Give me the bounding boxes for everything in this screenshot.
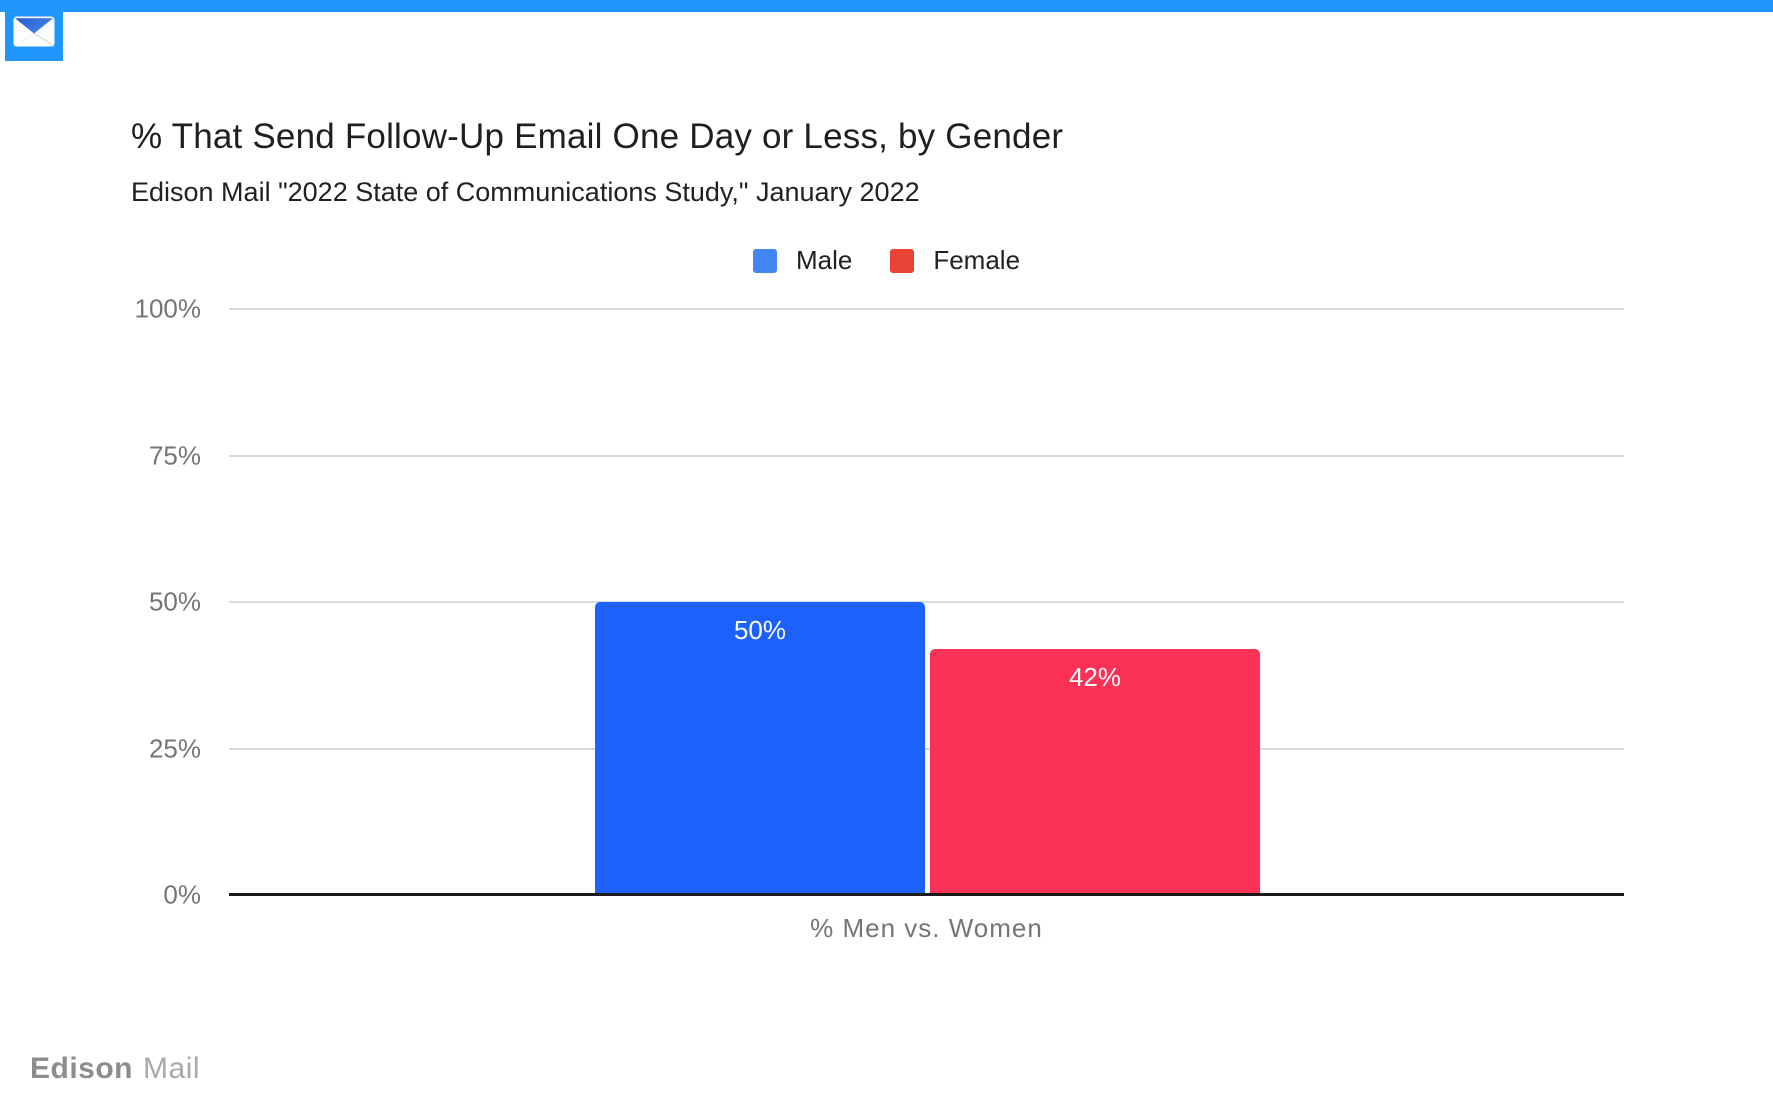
bar-male: 50% — [595, 602, 925, 895]
bar-value-female: 42% — [1068, 661, 1122, 692]
edison-mail-app-icon — [5, 0, 63, 61]
chart-title: % That Send Follow-Up Email One Day or L… — [131, 117, 1064, 156]
plot-area: 50% 42% — [229, 308, 1624, 896]
legend-item-male: Male — [752, 245, 853, 276]
gridline-100 — [229, 308, 1624, 310]
chart-legend: Male Female — [0, 245, 1773, 276]
legend-swatch-female — [890, 248, 915, 273]
bar-value-male: 50% — [733, 615, 787, 645]
brand-name-light: Mail — [143, 1052, 201, 1085]
y-axis-labels: 100% 75% 50% 25% 0% — [0, 294, 215, 910]
bar-female: 42% — [930, 648, 1260, 895]
y-tick-label: 75% — [148, 440, 201, 470]
gridline-25 — [229, 747, 1624, 750]
edison-mail-logo: Edison Mail — [30, 1052, 200, 1086]
gridline-75 — [229, 454, 1624, 457]
brand-name-bold: Edison — [30, 1052, 134, 1085]
x-axis-title: % Men vs. Women — [810, 913, 1043, 943]
chart-subtitle: Edison Mail "2022 State of Communication… — [131, 177, 920, 207]
x-axis-line — [229, 893, 1624, 896]
legend-item-female: Female — [890, 245, 1020, 276]
y-tick-label: 100% — [134, 293, 202, 324]
gridline-50 — [229, 601, 1624, 603]
legend-swatch-male — [752, 248, 777, 273]
y-tick-label: 0% — [163, 879, 201, 910]
email-envelope-icon — [13, 16, 55, 52]
top-accent-bar — [0, 0, 1773, 12]
y-tick-label: 50% — [148, 586, 201, 617]
legend-label-female: Female — [933, 245, 1021, 275]
y-tick-label: 25% — [148, 733, 201, 763]
legend-label-male: Male — [795, 245, 853, 275]
